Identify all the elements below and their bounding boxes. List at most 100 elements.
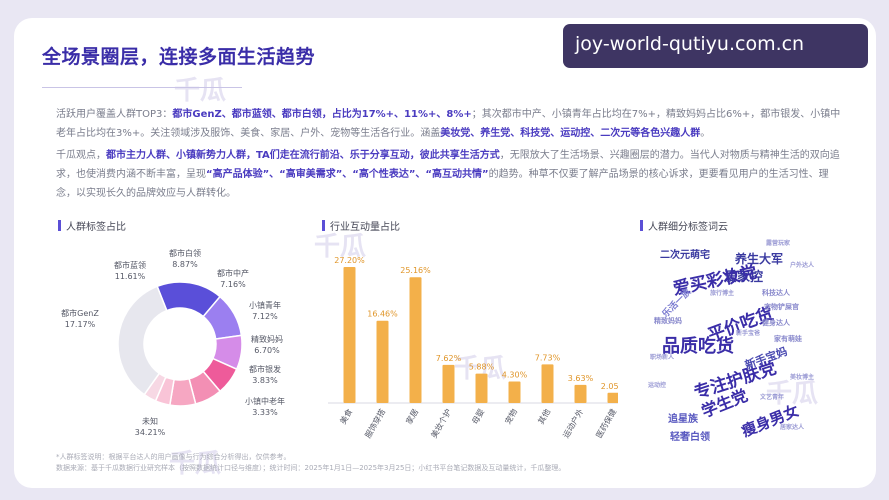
cloud-section-title: 人群细分标签词云: [640, 218, 728, 233]
word-cloud-tag: 宠物铲屎官: [764, 303, 799, 311]
summary-paragraph-1: 活跃用户覆盖人群TOP3：都市GenZ、都市蓝领、都市白领，占比为17%+、11…: [56, 105, 846, 143]
word-cloud-tag: 品质吃货: [662, 336, 734, 357]
title-divider: [42, 87, 242, 88]
donut-category-name: 都市银发: [249, 365, 281, 374]
bar: [343, 267, 356, 403]
donut-percent-label: 6.70%: [254, 346, 280, 355]
donut-percent-label: 8.87%: [172, 260, 198, 269]
footnote-line-1: *人群标签说明：根据平台达人的用户画像与行为综合分析得出，仅供参考。: [56, 453, 291, 461]
bar-category-label: 宠物: [503, 407, 520, 426]
word-cloud-tag: 健身达人: [762, 319, 790, 327]
donut-slice-label: 小镇中老年 3.33%: [240, 396, 290, 418]
para1-text-2: ；其次都市中产、小镇青年占比均在7%+，精致妈妈占比6%+，都市银发、小镇中老年…: [56, 109, 841, 139]
donut-category-name: 都市GenZ: [61, 309, 99, 318]
donut-slice-label: 小镇青年 7.12%: [240, 300, 290, 322]
deco-watermark-logo: 千瓜: [174, 76, 227, 106]
donut-slice-label: 未知 34.21%: [125, 416, 175, 438]
bar: [574, 384, 587, 403]
word-cloud-tag: 追星族: [668, 414, 698, 425]
cloud-section-label: 人群细分标签词云: [648, 222, 728, 233]
word-cloud-tag: 家有萌娃: [774, 335, 802, 343]
word-cloud: 二次元萌宅 养生大军 爱家控 爱买彩妆党 平价吃货 品质吃货 专注护肤党 新手宝妈 学生党 瘦身男…: [640, 232, 830, 447]
word-cloud-tag: 二次元萌宅: [660, 250, 710, 261]
para1-text-1: 活跃用户覆盖人群TOP3：: [56, 109, 173, 120]
para2-text-1: 千瓜观点，: [56, 150, 106, 161]
section-marker: [640, 220, 643, 231]
bar: [508, 381, 521, 403]
para2-text-2: ，无限放大了生活场景、兴趣圈层的潜力。当代人对物质与精神生活的双向追求，也使消费…: [56, 150, 840, 180]
donut-section-label: 人群标签占比: [66, 222, 126, 233]
deco-watermark-logo: 千瓜: [766, 379, 819, 409]
bar-value-label: 16.46%: [367, 310, 398, 319]
donut-slice: [117, 285, 168, 396]
donut-percent-label: 17.17%: [64, 320, 96, 329]
bar-value-label: 27.20%: [334, 256, 365, 265]
donut-category-name: 都市白领: [169, 249, 201, 258]
word-cloud-tag: 居家达人: [780, 424, 805, 431]
donut-slice-label: 都市中产 7.16%: [208, 268, 258, 290]
word-cloud-tag: 露营玩家: [766, 240, 791, 247]
word-cloud-tag: 旅行博主: [710, 290, 735, 297]
bar: [409, 277, 422, 403]
bar: [442, 364, 455, 403]
donut-percent-label: 3.83%: [252, 376, 278, 385]
bar-value-label: 7.62%: [436, 354, 462, 363]
bar: [541, 364, 554, 403]
bar-category-label: 服饰穿搭: [363, 407, 388, 440]
donut-percent-label: 34.21%: [134, 428, 166, 437]
donut-percent-label: 7.12%: [252, 312, 278, 321]
word-cloud-tag: 轻奢白领: [670, 432, 710, 443]
bar: [376, 320, 389, 403]
report-card: 千瓜 千瓜 千瓜 千瓜 千瓜: [14, 18, 876, 488]
donut-percent-label: 7.16%: [220, 280, 246, 289]
para1-text-3: 。: [700, 128, 711, 139]
para1-highlight-2: 美妆党、养生党、科技党、运动控、二次元等各色兴趣人群: [440, 128, 701, 139]
bar-section-label: 行业互动量占比: [330, 222, 400, 233]
word-cloud-tag: 职场新人: [650, 354, 675, 361]
bar-category-label: 医药保健: [594, 407, 618, 440]
word-cloud-tag: 户外达人: [790, 262, 815, 269]
bar-value-label: 25.16%: [400, 266, 431, 275]
donut-percent-label: 3.33%: [252, 408, 278, 417]
donut-slice-label: 都市蓝领 11.61%: [105, 260, 155, 282]
bar-value-label: 5.88%: [469, 363, 495, 372]
deco-watermark-logo: 千瓜: [169, 449, 222, 479]
bar-category-label: 其他: [536, 407, 553, 426]
section-marker: [58, 220, 61, 231]
donut-category-name: 都市中产: [217, 269, 249, 278]
bar: [607, 392, 618, 403]
para2-text-3: 的趋势。种草不仅要了解产品场景的核心诉求，更要看见用户的生活习性、理念，以实现长…: [56, 169, 829, 199]
para1-highlight-1: 都市GenZ、都市蓝领、都市白领，占比为17%+、11%+、8%+: [172, 109, 472, 120]
para2-highlight-2: “高产品体验”、“高审美需求”、“高个性表达”、“高互动共情”: [206, 169, 489, 180]
bar-category-label: 运动户外: [561, 407, 586, 440]
bar-value-label: 4.30%: [502, 371, 528, 380]
word-cloud-tag: 爱家控: [724, 270, 764, 285]
deco-watermark-logo: 千瓜: [314, 232, 367, 262]
footnote-line-2: 数据来源：基于千瓜数据行业研究样本（按照数据统计口径与维度）；统计时间：2025…: [56, 464, 566, 472]
donut-category-name: 小镇中老年: [245, 397, 285, 406]
donut-category-name: 精致妈妈: [251, 335, 283, 344]
footnote: *人群标签说明：根据平台达人的用户画像与行为综合分析得出，仅供参考。 数据来源：…: [56, 452, 836, 474]
bar-value-label: 7.73%: [535, 353, 561, 362]
donut-slice-label: 都市GenZ 17.17%: [55, 308, 105, 330]
word-cloud-tag: 瘦身男女: [739, 401, 802, 441]
page-title: 全场景圈层，连接多面生活趋势: [42, 46, 316, 68]
donut-percent-label: 11.61%: [114, 272, 146, 281]
para2-highlight-1: 都市主力人群、小镇新势力人群，TA们走在流行前沿、乐于分享互动，彼此共享生活方式: [106, 150, 500, 161]
bar-value-label: 3.63%: [568, 374, 594, 383]
donut-category-name: 未知: [142, 417, 158, 426]
donut-slice-label: 都市白领 8.87%: [160, 248, 210, 270]
bar-category-label: 美妆个护: [429, 407, 454, 440]
donut-slice-label: 都市银发 3.83%: [240, 364, 290, 386]
donut-section-title: 人群标签占比: [58, 218, 126, 233]
bar-section-title: 行业互动量占比: [322, 218, 400, 233]
bar-value-label: 2.05%: [601, 382, 618, 391]
bar-category-label: 美食: [338, 407, 355, 426]
section-marker: [322, 220, 325, 231]
word-cloud-tag: 精致妈妈: [654, 317, 682, 325]
bar-category-label: 家居: [404, 407, 421, 426]
donut-category-name: 小镇青年: [249, 301, 281, 310]
word-cloud-tag: 运动控: [648, 382, 667, 389]
bar-category-label: 母婴: [470, 408, 486, 426]
watermark-overlay: joy-world-qutiyu.com.cn: [563, 24, 868, 68]
